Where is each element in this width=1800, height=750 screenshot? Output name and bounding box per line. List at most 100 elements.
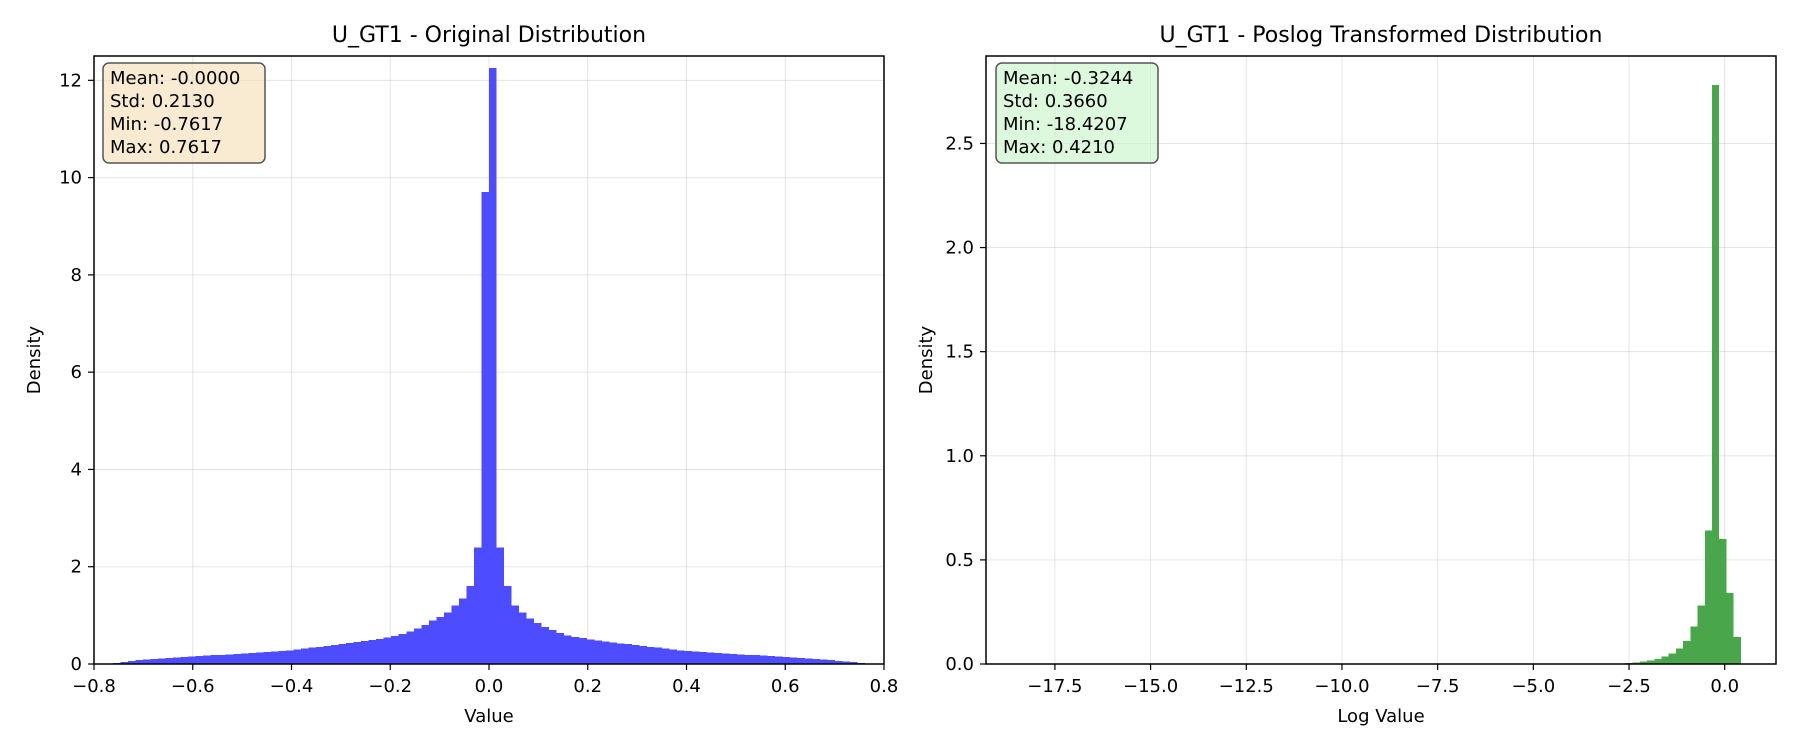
histogram-bar (609, 642, 617, 664)
x-axis-label: Value (464, 706, 513, 727)
histogram-bar (338, 644, 347, 664)
x-tick-label: 0.0 (1710, 676, 1739, 697)
x-tick-label: 0.8 (870, 676, 899, 697)
histogram-bar (466, 586, 474, 664)
stat-std: Std: 0.2130 (110, 91, 215, 112)
histogram-bar (376, 639, 384, 664)
chart-title: U_GT1 - Original Distribution (332, 23, 646, 48)
histogram-bar (662, 648, 670, 664)
y-tick-label: 4 (71, 459, 82, 480)
histogram-bar (428, 620, 437, 664)
histogram-bar (158, 658, 166, 664)
histogram-bar (323, 646, 332, 664)
histogram-bar (677, 650, 685, 664)
y-tick-label: 2.5 (945, 133, 974, 154)
y-tick-label: 0 (71, 654, 82, 675)
stat-min: Min: -18.4207 (1003, 114, 1128, 135)
histogram-bar (511, 605, 520, 664)
histogram-bar (707, 652, 715, 664)
histogram-bar (654, 647, 663, 664)
histogram-bar (361, 641, 369, 664)
histogram-bar (714, 652, 723, 664)
stats-box: Mean: -0.0000 Std: 0.2130 Min: -0.7617 M… (102, 62, 266, 164)
y-tick-label: 8 (71, 265, 82, 286)
x-tick-label: −17.5 (1027, 676, 1082, 697)
histogram-bar (127, 661, 136, 664)
histogram-bar (639, 646, 647, 664)
histogram-bar (1733, 636, 1741, 664)
histogram-bar (135, 660, 143, 664)
histogram-bar (729, 653, 738, 664)
y-tick-label: 1.0 (945, 446, 974, 467)
histogram-bar (534, 623, 542, 664)
histogram-bar (789, 657, 798, 664)
histogram-bar (1697, 605, 1705, 664)
x-tick-label: 0.4 (672, 676, 701, 697)
histogram-bar (684, 650, 693, 664)
histogram-bar (150, 659, 159, 664)
histogram-bar (571, 636, 580, 664)
histogram-bar (391, 635, 399, 664)
histogram-bar (278, 650, 286, 664)
histogram-bar (850, 662, 858, 664)
histogram-bar (692, 651, 700, 664)
y-axis-label: Density (916, 325, 937, 394)
histogram-bar (1711, 85, 1720, 664)
chart-poslog-distribution: U_GT1 - Poslog Transformed Distribution … (916, 23, 1777, 727)
histogram-bar (300, 648, 309, 664)
x-tick-label: 0.6 (771, 676, 800, 697)
y-tick-label: 6 (71, 362, 82, 383)
histogram-bar (413, 628, 422, 664)
histogram-bar (767, 656, 775, 664)
histogram-bar (752, 655, 760, 664)
histogram-bar (443, 612, 452, 664)
histogram-bar (233, 653, 241, 664)
x-tick-label: −0.4 (270, 676, 314, 697)
histogram-bar (526, 618, 535, 664)
histogram-bar (225, 654, 234, 664)
x-axis-label: Log Value (1337, 706, 1424, 727)
histogram-bar (473, 547, 482, 664)
histogram-bar (594, 640, 602, 664)
stat-mean: Mean: -0.3244 (1003, 68, 1133, 89)
chart-title: U_GT1 - Poslog Transformed Distribution (1160, 23, 1603, 48)
histogram-bar (782, 657, 790, 664)
y-tick-label: 2.0 (945, 238, 974, 259)
histogram-bar (646, 646, 655, 664)
histogram-bar (188, 656, 196, 664)
histogram-bar (616, 643, 625, 664)
histogram-bar (564, 635, 572, 664)
histogram-bar (1719, 539, 1727, 664)
x-tick-label: −0.2 (368, 676, 412, 697)
histogram-bar (624, 644, 632, 664)
histogram-bar (722, 653, 730, 664)
x-tick-label: −15.0 (1123, 676, 1178, 697)
histogram-bar (270, 651, 279, 664)
histogram-bar (797, 658, 805, 664)
histogram-bar (549, 629, 557, 664)
histogram-bar (142, 659, 151, 664)
histogram-bar (819, 659, 828, 664)
histogram-bar (406, 631, 414, 664)
histogram-bar (165, 658, 174, 664)
histogram-bar (541, 627, 550, 664)
y-tick-label: 0.0 (945, 654, 974, 675)
x-tick-label: 0.0 (475, 676, 504, 697)
histogram-bar (737, 654, 745, 664)
histogram-bar (1668, 653, 1676, 664)
histogram-bar (812, 659, 820, 664)
histogram-bar (368, 640, 377, 664)
histogram-bar (398, 633, 407, 664)
histogram-bar (315, 646, 324, 664)
histogram-bar (421, 625, 429, 664)
y-axis-label: Density (24, 325, 45, 394)
histogram-bar (601, 641, 610, 664)
histogram-bar (481, 192, 489, 664)
histogram-bar (1726, 593, 1734, 664)
histogram-bar (556, 632, 565, 664)
histogram-bar (842, 661, 851, 664)
stat-min: Min: -0.7617 (110, 114, 223, 135)
stat-std: Std: 0.3660 (1003, 91, 1108, 112)
histogram-bar (210, 655, 219, 664)
histogram-bar (293, 649, 301, 664)
